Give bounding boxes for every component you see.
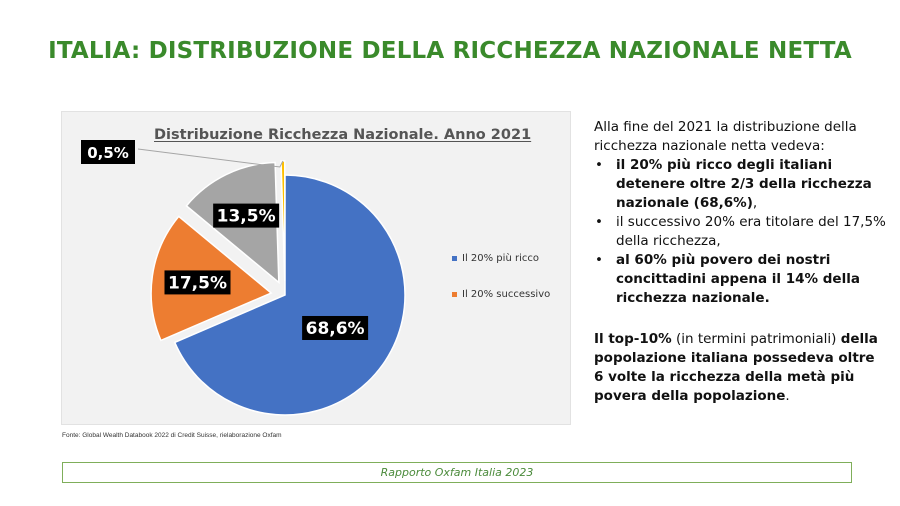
data-label-bottom: 0,5% [81,140,135,164]
data-label-middle: 13,5% [213,203,280,228]
bullet-bottom60: al 60% più povero dei nostri concittadin… [594,251,886,308]
footer-box: Rapporto Oxfam Italia 2023 [62,462,852,483]
closing-part3: della popolazione italiana possedeva olt… [594,331,878,404]
closing-part2: (in termini patrimoniali) [671,331,841,347]
svg-text:0,5%: 0,5% [87,144,129,162]
chart-title: Distribuzione Ricchezza Nazionale. Anno … [154,127,532,143]
data-label-top20: 68,6% [302,315,369,340]
legend-swatch-top20 [452,255,457,261]
legend-item-top20: Il 20% più ricco [452,250,570,266]
side-bullets: il 20% più ricco degli italiani detenere… [594,156,886,308]
slice-bottom [280,160,286,282]
data-label-next20: 17,5% [164,270,231,295]
chart-legend: Il 20% più ricco Il 20% successivo [452,250,570,322]
legend-label-next20: Il 20% successivo [462,288,551,300]
leader-line-bottom [137,148,284,168]
bullet-top20: il 20% più ricco degli italiani detenere… [594,156,886,213]
side-text: Alla fine del 2021 la distribuzione dell… [594,118,886,406]
bullet-top20-text: il 20% più ricco degli italiani detenere… [616,157,872,211]
side-intro: Alla fine del 2021 la distribuzione dell… [594,119,857,154]
bullet-next20: il successivo 20% era titolare del 17,5%… [594,213,886,251]
slice-top20 [173,174,406,416]
legend-swatch-next20 [452,291,457,297]
closing-part4: . [785,388,790,404]
bullet-top20-suffix: , [752,195,758,211]
legend-item-next20: Il 20% successivo [452,286,570,302]
source-note: Fonte: Global Wealth Databook 2022 di Cr… [62,432,282,439]
bullet-bottom60-text: al 60% più povero dei nostri concittadin… [616,252,860,306]
closing-paragraph: Il top-10% (in termini patrimoniali) del… [594,330,886,406]
legend-label-top20: Il 20% più ricco [462,252,539,264]
closing-part1: Il top-10% [594,331,672,347]
svg-text:13,5%: 13,5% [217,207,276,227]
chart-panel: 68,6% 17,5% 13,5% 0,5% Distribuzione Ricche… [62,112,570,424]
svg-text:17,5%: 17,5% [168,273,227,293]
bullet-next20-text: il successivo 20% era titolare del 17,5%… [616,214,886,249]
svg-text:68,6%: 68,6% [306,319,365,339]
pie-chart: 68,6% 17,5% 13,5% 0,5% [81,140,406,416]
slide-title: ITALIA: DISTRIBUZIONE DELLA RICCHEZZA NA… [48,38,852,64]
